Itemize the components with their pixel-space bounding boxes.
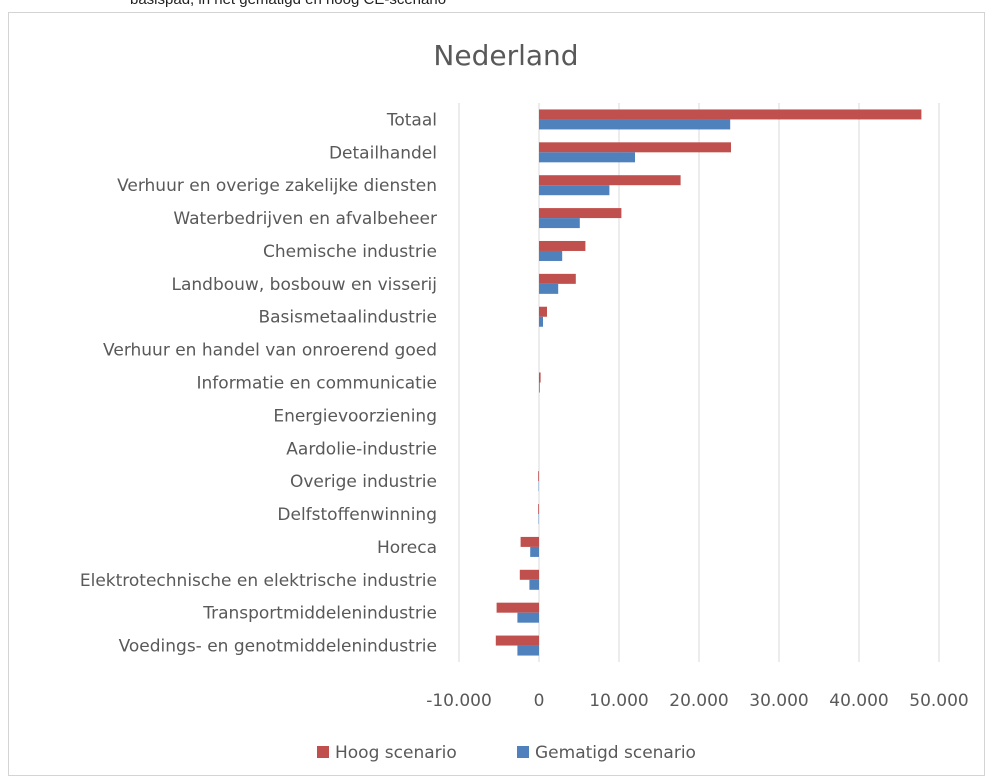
legend: Hoog scenario Gematigd scenario: [317, 743, 696, 763]
header-text: basispad, in het gematigd en hoog CE-sce…: [130, 0, 446, 8]
tick-label-2: 10.000: [589, 691, 648, 711]
bar-gematigd-1: [539, 152, 635, 163]
category-label-6: Basismetaalindustrie: [258, 308, 437, 328]
tick-label-1: 0: [534, 691, 545, 711]
category-label-0: Totaal: [386, 110, 437, 130]
bar-hoog-15: [496, 602, 539, 613]
category-label-8: Informatie en communicatie: [197, 374, 437, 394]
legend-label-1: Gematigd scenario: [535, 743, 696, 763]
category-label-2: Verhuur en overige zakelijke diensten: [117, 176, 437, 196]
bar-gematigd-15: [517, 612, 539, 623]
category-label-9: Energievoorziening: [273, 406, 437, 426]
category-label-15: Transportmiddelenindustrie: [202, 604, 437, 624]
category-labels: Totaal Detailhandel Verhuur en overige zak…: [80, 110, 437, 656]
legend-swatch-0: [317, 746, 329, 758]
category-label-5: Landbouw, bosbouw en visserij: [172, 275, 437, 295]
bar-gematigd-2: [539, 185, 610, 196]
bar-gematigd-8: [539, 382, 540, 393]
bar-gematigd-6: [539, 316, 543, 327]
bar-hoog-2: [539, 175, 681, 186]
bar-hoog-14: [519, 569, 539, 580]
legend-item-1: Gematigd scenario: [517, 743, 696, 763]
legend-swatch-1: [517, 746, 529, 758]
legend-label-0: Hoog scenario: [335, 743, 457, 763]
bar-gematigd-16: [517, 645, 539, 656]
bar-hoog-6: [539, 306, 547, 317]
category-label-3: Waterbedrijven en afvalbeheer: [173, 209, 437, 229]
chart-frame: Totaal Detailhandel Verhuur en overige zak…: [8, 12, 985, 776]
bar-hoog-0: [539, 109, 922, 120]
category-label-13: Horeca: [377, 538, 437, 558]
bar-hoog-11: [538, 471, 539, 482]
bar-gematigd-4: [539, 250, 563, 261]
category-label-11: Overige industrie: [290, 472, 437, 492]
bar-hoog-8: [539, 372, 541, 383]
category-label-1: Detailhandel: [329, 143, 437, 163]
bar-gematigd-5: [539, 283, 559, 294]
bar-hoog-5: [539, 273, 576, 284]
category-label-12: Delfstoffenwinning: [277, 505, 437, 525]
tick-label-0: -10.000: [426, 691, 492, 711]
category-label-4: Chemische industrie: [263, 242, 437, 262]
bar-chart: Totaal Detailhandel Verhuur en overige zak…: [80, 39, 969, 763]
bar-hoog-13: [520, 536, 539, 547]
tick-label-4: 30.000: [749, 691, 808, 711]
category-label-7: Verhuur en handel van onroerend goed: [103, 341, 437, 361]
chart-title: Nederland: [433, 39, 578, 72]
tick-label-3: 20.000: [669, 691, 728, 711]
legend-item-0: Hoog scenario: [317, 743, 457, 763]
bar-gematigd-14: [529, 579, 539, 590]
bar-gematigd-0: [539, 119, 731, 130]
bars: [495, 109, 922, 656]
category-label-14: Elektrotechnische en elektrische industr…: [80, 571, 437, 591]
tick-label-5: 40.000: [829, 691, 888, 711]
bar-hoog-4: [539, 240, 586, 251]
gridlines: [458, 103, 940, 662]
bar-hoog-16: [495, 635, 539, 646]
tick-label-6: 50.000: [909, 691, 968, 711]
bar-gematigd-3: [539, 218, 580, 229]
bar-hoog-12: [538, 504, 539, 515]
bar-hoog-3: [539, 208, 622, 219]
bar-hoog-1: [539, 142, 731, 153]
category-label-16: Voedings- en genotmiddelenindustrie: [119, 637, 437, 657]
bar-gematigd-13: [530, 546, 539, 557]
tick-labels: -10.000 0 10.000 20.000 30.000 40.000 50.000: [426, 691, 969, 711]
category-label-10: Aardolie-industrie: [286, 439, 437, 459]
